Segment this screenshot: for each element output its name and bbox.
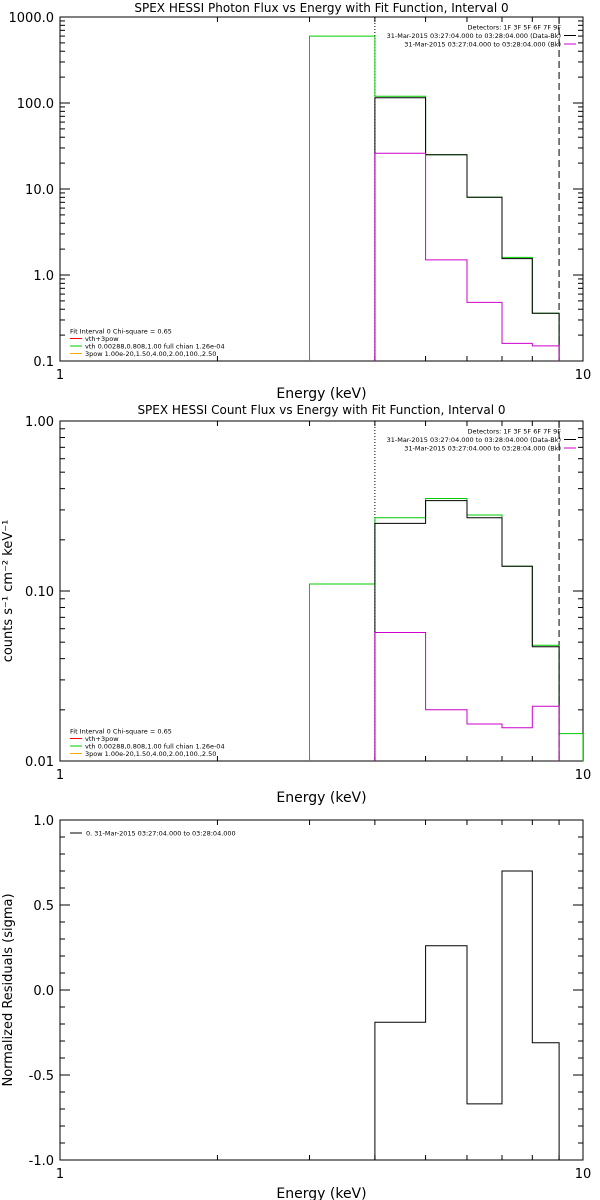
x-tick-label: 1 bbox=[56, 368, 64, 383]
y-axis-label: counts s⁻¹ cm⁻² keV⁻¹ bbox=[1, 520, 16, 663]
x-axis-label: Energy (keV) bbox=[276, 1186, 366, 1200]
series-1-histogram bbox=[374, 870, 560, 1160]
series-2-histogram bbox=[374, 500, 560, 761]
legend-top-text: 31-Mar-2015 03:27:04.000 to 03:28:04.000… bbox=[387, 32, 561, 40]
series-3-histogram bbox=[374, 152, 560, 361]
x-tick-label: 1 bbox=[56, 768, 64, 783]
series-3-histogram bbox=[374, 632, 560, 761]
y-tick-label: 100.0 bbox=[17, 97, 54, 112]
x-tick-label: 10 bbox=[575, 1167, 592, 1182]
legend-bottom-text: Fit Interval 0 Chi-square = 0.65 bbox=[70, 328, 172, 336]
legend-bottom-text: vth 0.00288,0.808,1.00 full chian 1.26e-… bbox=[85, 743, 225, 751]
legend-top-text: Detectors: 1F 3F 5F 6F 7F 9F bbox=[467, 428, 561, 436]
series-group bbox=[309, 498, 583, 761]
x-tick-label: 10 bbox=[575, 768, 592, 783]
y-tick-label: 1000.0 bbox=[9, 11, 55, 26]
chart-title: SPEX HESSI Count Flux vs Energy with Fit… bbox=[137, 403, 505, 417]
chart-panel-3: 1 10 -1.0 -0.5 0.0 0.5 1.0 Energy (keV) Normaliz… bbox=[1, 814, 591, 1200]
y-tick-label: -1.0 bbox=[29, 1154, 54, 1169]
y-tick-label: 0.0 bbox=[33, 984, 54, 999]
chart-panel-2: SPEX HESSI Count Flux vs Energy with Fit… bbox=[1, 403, 591, 806]
legend-top-text: 31-Mar-2015 03:27:04.000 to 03:28:04.000… bbox=[404, 41, 561, 49]
legend-bottom-text: Fit Interval 0 Chi-square = 0.65 bbox=[70, 728, 172, 736]
y-tick-label: 0.01 bbox=[25, 755, 54, 770]
y-tick-label: 0.10 bbox=[25, 585, 54, 600]
legend-bottom-text: vth 0.00288,0.808,1.00 full chian 1.26e-… bbox=[85, 343, 225, 351]
legend-top-text: 31-Mar-2015 03:27:04.000 to 03:28:04.000… bbox=[404, 445, 561, 453]
x-tick-label: 10 bbox=[575, 368, 592, 383]
series-group bbox=[309, 35, 560, 361]
y-tick-label: 1.0 bbox=[33, 269, 54, 284]
legend-top-text: 31-Mar-2015 03:27:04.000 to 03:28:04.000… bbox=[387, 436, 561, 444]
y-tick-label: 0.1 bbox=[33, 355, 54, 370]
legend-bottom-text: 3pow 1.00e-20,1.50,4.00,2.00,100.,2.50 bbox=[85, 350, 216, 358]
x-tick-label: 1 bbox=[56, 1167, 64, 1182]
legend-bottom-text: vth+3pow bbox=[85, 735, 119, 743]
x-axis-label: Energy (keV) bbox=[276, 790, 366, 806]
y-tick-label: 10.0 bbox=[25, 183, 54, 198]
legend-top-text: Detectors: 1F 3F 5F 6F 7F 9F bbox=[467, 24, 561, 32]
chart-panel-1: SPEX HESSI Photon Flux vs Energy with Fi… bbox=[9, 1, 592, 402]
legend-bottom-text: vth+3pow bbox=[85, 335, 119, 343]
y-tick-label: 1.0 bbox=[33, 814, 54, 829]
legend-top-text: 0. 31-Mar-2015 03:27:04.000 to 03:28:04.… bbox=[86, 830, 236, 838]
chart-title: SPEX HESSI Photon Flux vs Energy with Fi… bbox=[134, 1, 508, 15]
y-axis-label: Normalized Residuals (sigma) bbox=[1, 893, 16, 1086]
y-tick-label: 1.00 bbox=[25, 415, 54, 430]
series-2-histogram bbox=[374, 97, 560, 361]
x-axis-label: Energy (keV) bbox=[276, 386, 366, 402]
y-tick-label: 0.5 bbox=[33, 899, 54, 914]
series-group bbox=[374, 870, 560, 1160]
legend-bottom-text: 3pow 1.00e-20,1.50,4.00,2.00,100.,2.50 bbox=[85, 750, 216, 758]
y-tick-label: -0.5 bbox=[29, 1069, 54, 1084]
